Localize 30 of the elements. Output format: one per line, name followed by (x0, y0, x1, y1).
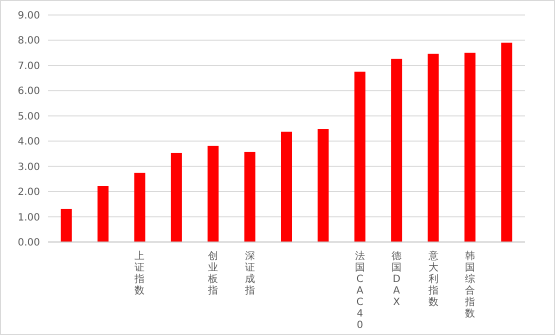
x-tick-label: 德国DAX (392, 251, 402, 308)
x-tick-label: 意大利指数 (427, 250, 438, 308)
y-tick-label: 5.00 (18, 111, 40, 122)
y-tick-label: 1.00 (18, 212, 40, 224)
bar (134, 172, 146, 242)
bar (464, 52, 476, 242)
y-tick-label: 6.00 (18, 86, 40, 98)
bar (98, 186, 109, 242)
bar (354, 72, 366, 242)
x-tick-label: 法国CAC40 (354, 250, 365, 331)
y-tick-label: 3.00 (18, 162, 40, 173)
bar (170, 152, 182, 242)
y-tick-label: 0.00 (18, 238, 40, 248)
y-tick-label: 8.00 (18, 36, 40, 47)
bar (280, 132, 292, 242)
x-tick-label: 韩国综合指数 (464, 250, 475, 320)
y-tick-label: 2.00 (18, 187, 40, 198)
x-tick-label: 深证成指 (244, 250, 255, 296)
bar (318, 129, 329, 242)
bar (244, 152, 256, 242)
x-tick-label: 上证指数 (134, 250, 145, 296)
bar (428, 54, 439, 242)
bar (391, 58, 402, 242)
bar (501, 42, 512, 242)
bar (60, 208, 72, 242)
y-tick-label: 4.00 (18, 136, 40, 148)
bar (208, 146, 219, 242)
y-tick-label: 7.00 (18, 60, 40, 72)
y-tick-label: 9.00 (18, 10, 40, 22)
x-tick-label: 创业板指 (207, 250, 218, 296)
